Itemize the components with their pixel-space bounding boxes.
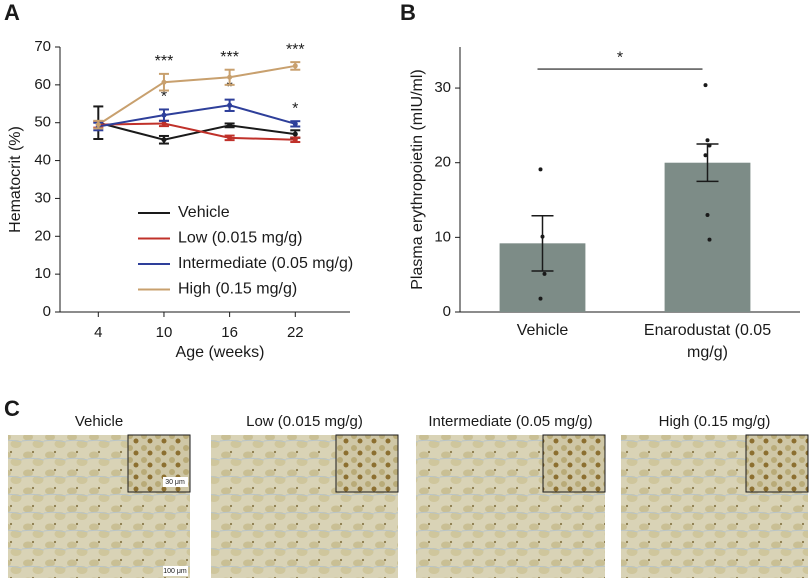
error-bar xyxy=(531,214,554,272)
x-tick-label: Vehicle xyxy=(516,322,569,339)
point xyxy=(227,135,233,141)
point xyxy=(227,102,233,108)
point xyxy=(95,122,101,128)
legend-label: Vehicle xyxy=(178,204,230,221)
point xyxy=(292,131,298,137)
significance: *** xyxy=(286,41,305,58)
x-tick-label: 16 xyxy=(221,324,238,341)
x-tick-label: Enarodustat (0.05 mg/g) xyxy=(643,322,772,361)
x-tick-label-box: Enarodustat (0.05 mg/g) xyxy=(643,322,772,361)
data-point xyxy=(538,296,543,301)
data-point xyxy=(707,143,712,148)
series-line xyxy=(98,121,296,141)
y-tick-label: 40 xyxy=(34,152,51,169)
x-tick-label: 10 xyxy=(156,324,173,341)
data-point xyxy=(540,234,545,239)
image-title: Low (0.015 mg/g) xyxy=(246,413,363,430)
series-line xyxy=(98,104,296,128)
significance: * xyxy=(161,89,167,106)
y-tick-label: 20 xyxy=(434,154,451,171)
legend-label: Intermediate (0.05 mg/g) xyxy=(178,255,353,272)
panel-label: B xyxy=(400,0,416,25)
data-point xyxy=(703,153,708,158)
x-axis-label: Age (weeks) xyxy=(176,344,265,361)
scale: 100 μm xyxy=(163,568,187,575)
inset xyxy=(335,434,399,493)
data-point xyxy=(703,83,708,88)
x-tick-label-box: Vehicle xyxy=(516,322,569,339)
panel-label: C xyxy=(4,396,20,421)
y-tick-label: 10 xyxy=(434,228,451,245)
point xyxy=(161,120,167,126)
legend-label: High (0.15 mg/g) xyxy=(178,281,297,298)
point xyxy=(292,121,298,127)
y-tick-label: 0 xyxy=(43,303,51,320)
y-axis-label: Plasma erythropoietin (mIU/ml) xyxy=(409,69,426,290)
legend-label: Low (0.015 mg/g) xyxy=(178,230,303,247)
image-title: Intermediate (0.05 mg/g) xyxy=(428,413,592,430)
data-point xyxy=(538,167,543,172)
image-title: High (0.15 mg/g) xyxy=(659,413,771,430)
significance: *** xyxy=(155,53,174,70)
point xyxy=(161,112,167,118)
point xyxy=(292,137,298,143)
y-tick-label: 60 xyxy=(34,76,51,93)
point xyxy=(161,137,167,143)
x-tick-label: 22 xyxy=(287,324,304,341)
y-tick-label: 20 xyxy=(34,227,51,244)
significance: * xyxy=(617,49,623,66)
y-tick-label: 30 xyxy=(434,79,451,96)
significance: * xyxy=(292,100,298,117)
y-tick-label: 30 xyxy=(34,189,51,206)
scale-box xyxy=(163,566,188,576)
inset xyxy=(542,434,606,493)
point xyxy=(227,74,233,80)
data-point xyxy=(705,212,710,217)
significance: * xyxy=(227,79,233,96)
y-tick-label: 70 xyxy=(34,38,51,55)
point xyxy=(292,63,298,69)
error-bar xyxy=(696,143,719,183)
y-axis-label: Hematocrit (%) xyxy=(7,126,24,233)
significance: *** xyxy=(220,49,239,66)
data-point xyxy=(542,271,547,276)
series-line xyxy=(98,122,296,141)
series-line xyxy=(97,64,296,126)
point xyxy=(161,79,167,85)
point xyxy=(227,122,233,128)
y-tick-label: 0 xyxy=(443,303,451,320)
inset xyxy=(745,434,809,493)
bar xyxy=(664,162,751,312)
panel-label: A xyxy=(4,0,20,25)
y-tick-label: 10 xyxy=(34,265,51,282)
inset-scale: 30 μm xyxy=(165,479,185,486)
y-tick-label: 50 xyxy=(34,114,51,131)
scale-box xyxy=(163,477,188,487)
data-point xyxy=(707,237,712,242)
image-title: Vehicle xyxy=(75,413,123,430)
data-point xyxy=(705,138,710,143)
x-tick-label: 4 xyxy=(94,324,102,341)
